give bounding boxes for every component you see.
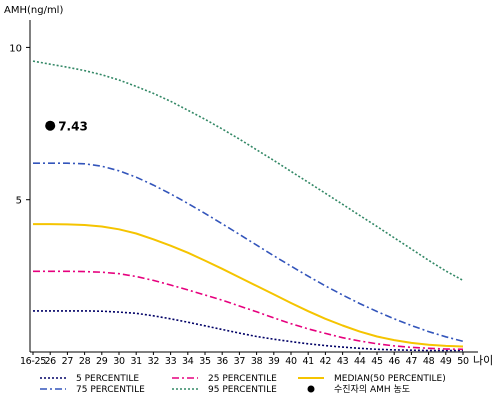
- x-tick-label: 36: [216, 356, 228, 367]
- x-tick-label: 34: [182, 356, 194, 367]
- y-tick-label: 5: [16, 196, 22, 207]
- x-axis-title: 나이: [473, 354, 493, 367]
- x-tick-label: 27: [62, 356, 74, 367]
- x-tick-label: 38: [251, 356, 263, 367]
- x-tick-label: 31: [130, 356, 142, 367]
- legend-label: 5 PERCENTILE: [76, 374, 139, 384]
- legend-label: 25 PERCENTILE: [208, 374, 277, 384]
- x-tick-label: 50: [457, 356, 469, 367]
- x-tick-label: 29: [96, 356, 108, 367]
- legend-label: 95 PERCENTILE: [208, 385, 277, 395]
- y-ticks: 5 10: [9, 43, 30, 207]
- x-tick-label: 32: [148, 356, 160, 367]
- x-tick-label: 45: [371, 356, 383, 367]
- x-tick-label: 28: [79, 356, 91, 367]
- legend-label: 수진자의 AMH 농도: [334, 384, 410, 395]
- series-line-0: [33, 310, 463, 352]
- series-lines: [32, 60, 464, 352]
- x-tick-label: 37: [234, 356, 246, 367]
- x-tick-label: 39: [268, 356, 280, 367]
- series-line-3: [33, 162, 464, 343]
- legend-label: MEDIAN(50 PERCENTILE): [334, 374, 446, 384]
- data-markers: 7.43: [45, 120, 88, 134]
- marker-label: 7.43: [58, 120, 88, 134]
- x-tick-label: 33: [165, 356, 177, 367]
- x-tick-label: 47: [406, 356, 418, 367]
- x-tick-label: 43: [337, 356, 349, 367]
- series-line-1: [33, 270, 464, 351]
- legend-label: 75 PERCENTILE: [76, 385, 145, 395]
- x-tick-label: 42: [320, 356, 332, 367]
- x-tick-label: 30: [113, 356, 125, 367]
- x-tick-label: 46: [388, 356, 400, 367]
- x-tick-label: 41: [302, 356, 314, 367]
- x-tick-label: 40: [285, 356, 297, 367]
- series-line-4: [32, 60, 464, 282]
- x-tick-label: 16-25: [20, 356, 46, 367]
- x-tick-label: 48: [423, 356, 435, 367]
- x-tick-label: 35: [199, 356, 211, 367]
- x-tick-label: 26: [44, 356, 56, 367]
- legend-marker-swatch: [307, 385, 315, 393]
- series-line-2: [33, 223, 464, 348]
- x-tick-label: 49: [440, 356, 452, 367]
- x-tick-label: 44: [354, 356, 366, 367]
- y-tick-label: 10: [9, 43, 22, 54]
- marker-point: [45, 120, 56, 131]
- legend: 5 PERCENTILE 25 PERCENTILE MEDIAN(50 PERCE…: [40, 374, 446, 395]
- y-axis-title: AMH(ng/ml): [4, 5, 63, 16]
